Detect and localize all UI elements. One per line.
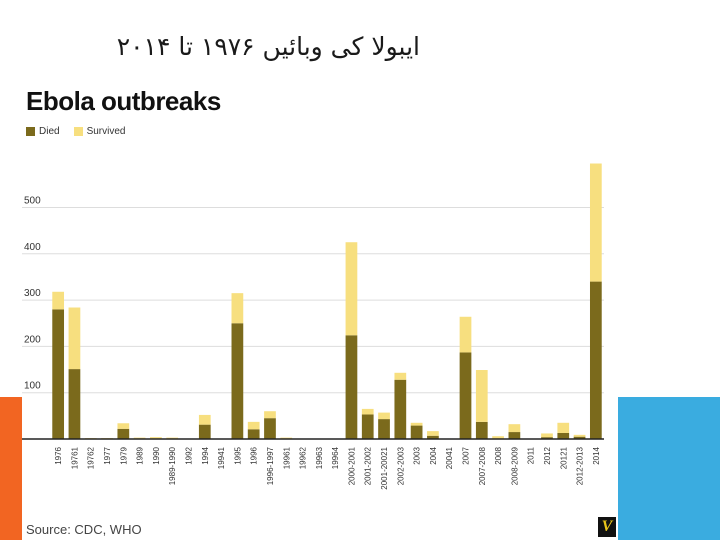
bar-died [345,335,358,439]
bar-died [361,414,374,439]
x-tick-label: 2014 [592,446,601,464]
bar-survived [150,437,162,439]
x-tick-label: 19941 [217,446,226,469]
bar-died [459,352,472,439]
bar-survived [264,411,276,419]
bar-died [231,323,244,439]
bar-died [508,432,521,439]
x-tick-label: 2003 [413,446,422,464]
x-tick-label: 2001-20021 [380,446,389,489]
bar-died [117,428,130,439]
bar-survived [573,434,586,437]
x-tick-label: 1989 [136,446,145,464]
bar-survived [475,370,488,422]
bar-died [264,418,276,439]
accent-bar-left [0,397,22,540]
bar-died [378,419,390,439]
bar-survived [68,307,81,370]
x-tick-label: 1989-1990 [168,446,177,485]
slide-title: ایبولا کی وبائیں ۱۹۷۶ تا ۲۰۱۴ [116,32,420,61]
legend-item-survived: Survived [73,126,126,137]
x-tick-label: 1992 [185,446,194,464]
legend-swatch-survived [73,127,83,136]
x-tick-label: 2001-2002 [364,446,373,485]
bar-survived [231,293,244,324]
chart-plot: 100 200 300 400 500 1976 19761 19762 1977 1979 198… [22,163,604,490]
bar-survived [557,422,570,433]
y-tick-label: 200 [24,334,41,345]
x-tick-label: 2004 [429,446,438,464]
chart-panel: Ebola outbreaks Died Survived 100 200 300 4… [22,80,618,540]
bar-survived [361,408,374,415]
bar-survived [345,242,358,336]
chart-title: Ebola outbreaks [26,86,221,116]
x-tick-label: 19962 [299,446,308,469]
x-tick-label: 20121 [559,446,568,469]
bar-died [427,435,439,439]
accent-bar-right [618,397,720,540]
x-tick-label: 19964 [331,446,340,469]
bar-survived [541,433,553,438]
bar-died [410,425,423,439]
bar-survived [198,414,211,425]
x-tick-label: 1996-1997 [266,446,275,485]
x-tick-label: 1996 [250,446,259,464]
x-tick-label: 19761 [70,446,79,469]
bar-died [541,437,553,439]
bar-survived [459,316,472,353]
x-tick-label: 1977 [103,446,112,464]
bar-survived [52,291,65,310]
x-tick-label: 2012 [543,446,552,464]
x-tick-label: 2008-2009 [510,446,519,485]
y-tick-label: 400 [24,242,41,253]
y-tick-label: 500 [24,196,41,207]
bar-survived [410,422,423,426]
bar-died [573,436,586,439]
bar-died [52,309,65,439]
legend-item-died: Died [26,126,60,137]
chart-legend: Died Survived [26,126,139,137]
bar-died [475,421,488,439]
x-tick-label: 20041 [445,446,454,469]
x-tick-label: 1995 [233,446,242,464]
x-tick-label: 1994 [201,446,210,464]
bar-survived [378,412,390,420]
x-tick-label: 1979 [119,446,128,464]
legend-label-survived: Survived [86,126,126,137]
publisher-logo: V [598,517,616,537]
bar-died [557,432,570,439]
x-tick-label: 19762 [87,446,96,469]
x-tick-label: 2008 [494,446,503,464]
legend-swatch-died [26,127,35,136]
bar-survived [117,423,130,429]
bar-survived [508,424,521,433]
bar-survived [589,163,602,282]
x-tick-label: 2007 [462,446,471,464]
bar-survived [427,431,439,436]
bar-survived [492,436,504,439]
bar-died [247,429,260,439]
x-tick-label: 2002-2003 [396,446,405,485]
x-tick-label: 2007-2008 [478,446,487,485]
x-tick-label: 19963 [315,446,324,469]
x-tick-label: 2000-2001 [347,446,356,485]
legend-label-died: Died [39,126,60,137]
bar-died [68,369,81,439]
bar-survived [394,372,407,380]
x-tick-label: 1976 [54,446,63,464]
bar-survived [247,421,260,430]
x-tick-label: 1990 [152,446,161,464]
bar-survived [280,437,293,439]
x-tick-label: 19961 [282,446,291,469]
bar-died [589,281,602,439]
x-tick-label: 2012-2013 [576,446,585,485]
y-tick-label: 100 [24,381,41,392]
bar-died [198,424,211,439]
bar-died [394,379,407,439]
chart-source: Source: CDC, WHO [26,522,142,537]
x-tick-label: 2011 [527,446,536,464]
y-tick-label: 300 [24,288,41,299]
